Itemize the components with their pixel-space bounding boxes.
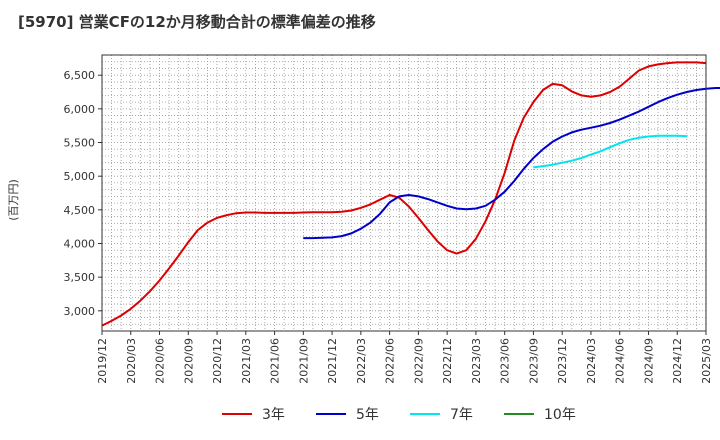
- y-tick-label: 6,500: [64, 69, 96, 82]
- x-tick-label: 2020/06: [154, 338, 167, 384]
- y-tick-label: 3,000: [64, 305, 96, 318]
- x-tick-label: 2023/06: [499, 338, 512, 384]
- y-axis-ticks: 3,000 3,500 4,000 4,500 5,000 5,500 6,000 6,500: [64, 69, 102, 318]
- x-tick-label: 2022/06: [384, 338, 397, 384]
- x-tick-label: 2024/06: [614, 338, 627, 384]
- x-tick-label: 2020/03: [125, 338, 138, 384]
- plot-area: [102, 55, 706, 331]
- x-tick-label: 2023/12: [556, 338, 569, 384]
- legend-label: 7年: [450, 407, 473, 423]
- chart-title: [5970] 営業CFの12か月移動合計の標準偏差の推移: [18, 13, 376, 31]
- series-line-2: [533, 134, 687, 169]
- series-line-0: [101, 61, 707, 327]
- x-tick-label: 2021/03: [240, 338, 253, 384]
- y-tick-label: 3,500: [64, 271, 96, 284]
- y-tick-label: 6,000: [64, 103, 96, 116]
- plot-frame: [101, 54, 707, 332]
- grid: [102, 55, 706, 331]
- series-line-1: [303, 87, 720, 240]
- x-tick-label: 2022/12: [441, 338, 454, 384]
- x-tick-label: 2019/12: [96, 338, 109, 384]
- x-tick-label: 2022/03: [355, 338, 368, 384]
- x-tick-label: 2021/09: [297, 338, 310, 384]
- x-tick-label: 2023/09: [527, 338, 540, 384]
- legend-label: 5年: [356, 407, 379, 423]
- x-tick-label: 2024/12: [671, 338, 684, 384]
- x-tick-label: 2020/09: [182, 338, 195, 384]
- x-tick-label: 2022/09: [412, 338, 425, 384]
- series-layer: [101, 61, 720, 327]
- x-tick-label: 2020/12: [211, 338, 224, 384]
- legend-label: 10年: [544, 407, 576, 423]
- legend: 3年 5年 7年 10年: [222, 407, 576, 423]
- y-tick-label: 4,000: [64, 237, 96, 250]
- y-axis-label: (百万円): [7, 179, 20, 221]
- x-tick-label: 2024/03: [585, 338, 598, 384]
- x-tick-label: 2025/03: [700, 338, 713, 384]
- legend-label: 3年: [262, 407, 285, 423]
- y-tick-label: 5,000: [64, 170, 96, 183]
- x-tick-label: 2024/09: [642, 338, 655, 384]
- x-tick-label: 2021/06: [269, 338, 282, 384]
- y-tick-label: 4,500: [64, 204, 96, 217]
- x-tick-label: 2023/03: [470, 338, 483, 384]
- x-axis-ticks: 2019/12 2020/03 2020/06 2020/09 2020/12 2021/…: [96, 331, 713, 384]
- x-tick-label: 2021/12: [326, 338, 339, 384]
- y-tick-label: 5,500: [64, 137, 96, 150]
